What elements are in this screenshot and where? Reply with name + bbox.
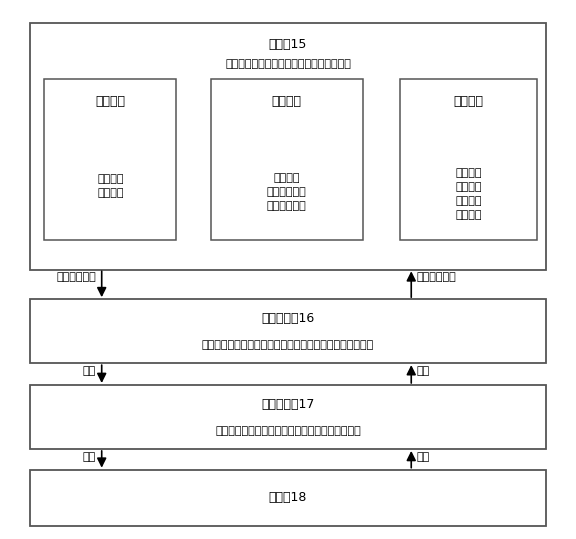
Text: 处理请求，向数据连接层请求数据，向表现层返回查询结果: 处理请求，向数据连接层请求数据，向表现层返回查询结果: [202, 340, 374, 350]
Text: 根据条件查询数据库，向业务逻辑层返回查询结果: 根据条件查询数据库，向业务逻辑层返回查询结果: [215, 426, 361, 436]
Text: 用户操作: 用户操作: [95, 95, 126, 108]
FancyBboxPatch shape: [400, 79, 537, 240]
Text: 表现层15: 表现层15: [269, 38, 307, 51]
FancyBboxPatch shape: [44, 79, 176, 240]
Text: 与用户交互，发布查询请求，显示查询结果: 与用户交互，发布查询请求，显示查询结果: [225, 59, 351, 70]
Text: 后台管理: 后台管理: [453, 95, 484, 108]
Text: 界面显示: 界面显示: [271, 95, 302, 108]
Text: 查询: 查询: [83, 366, 96, 376]
Text: 查看信息
添加信息
修改信息
删除信息: 查看信息 添加信息 修改信息 删除信息: [455, 168, 482, 220]
Text: 返回查询结果: 返回查询结果: [417, 272, 457, 282]
FancyBboxPatch shape: [30, 23, 546, 270]
FancyBboxPatch shape: [30, 385, 546, 449]
Text: 树形结构
系统信息显示
用户信息显示: 树形结构 系统信息显示 用户信息显示: [267, 172, 306, 211]
Text: 数据库18: 数据库18: [269, 491, 307, 504]
FancyBboxPatch shape: [30, 299, 546, 363]
Text: 业务逻辑层16: 业务逻辑层16: [262, 313, 314, 326]
Text: 查询: 查询: [83, 452, 96, 462]
Text: 返回: 返回: [417, 452, 430, 462]
Text: 返回: 返回: [417, 366, 430, 376]
FancyBboxPatch shape: [30, 469, 546, 526]
Text: 信息查询
数据分析: 信息查询 数据分析: [97, 175, 123, 198]
Text: 数据连接层17: 数据连接层17: [262, 398, 314, 411]
Text: 返回查询信息: 返回查询信息: [56, 272, 96, 282]
FancyBboxPatch shape: [211, 79, 362, 240]
